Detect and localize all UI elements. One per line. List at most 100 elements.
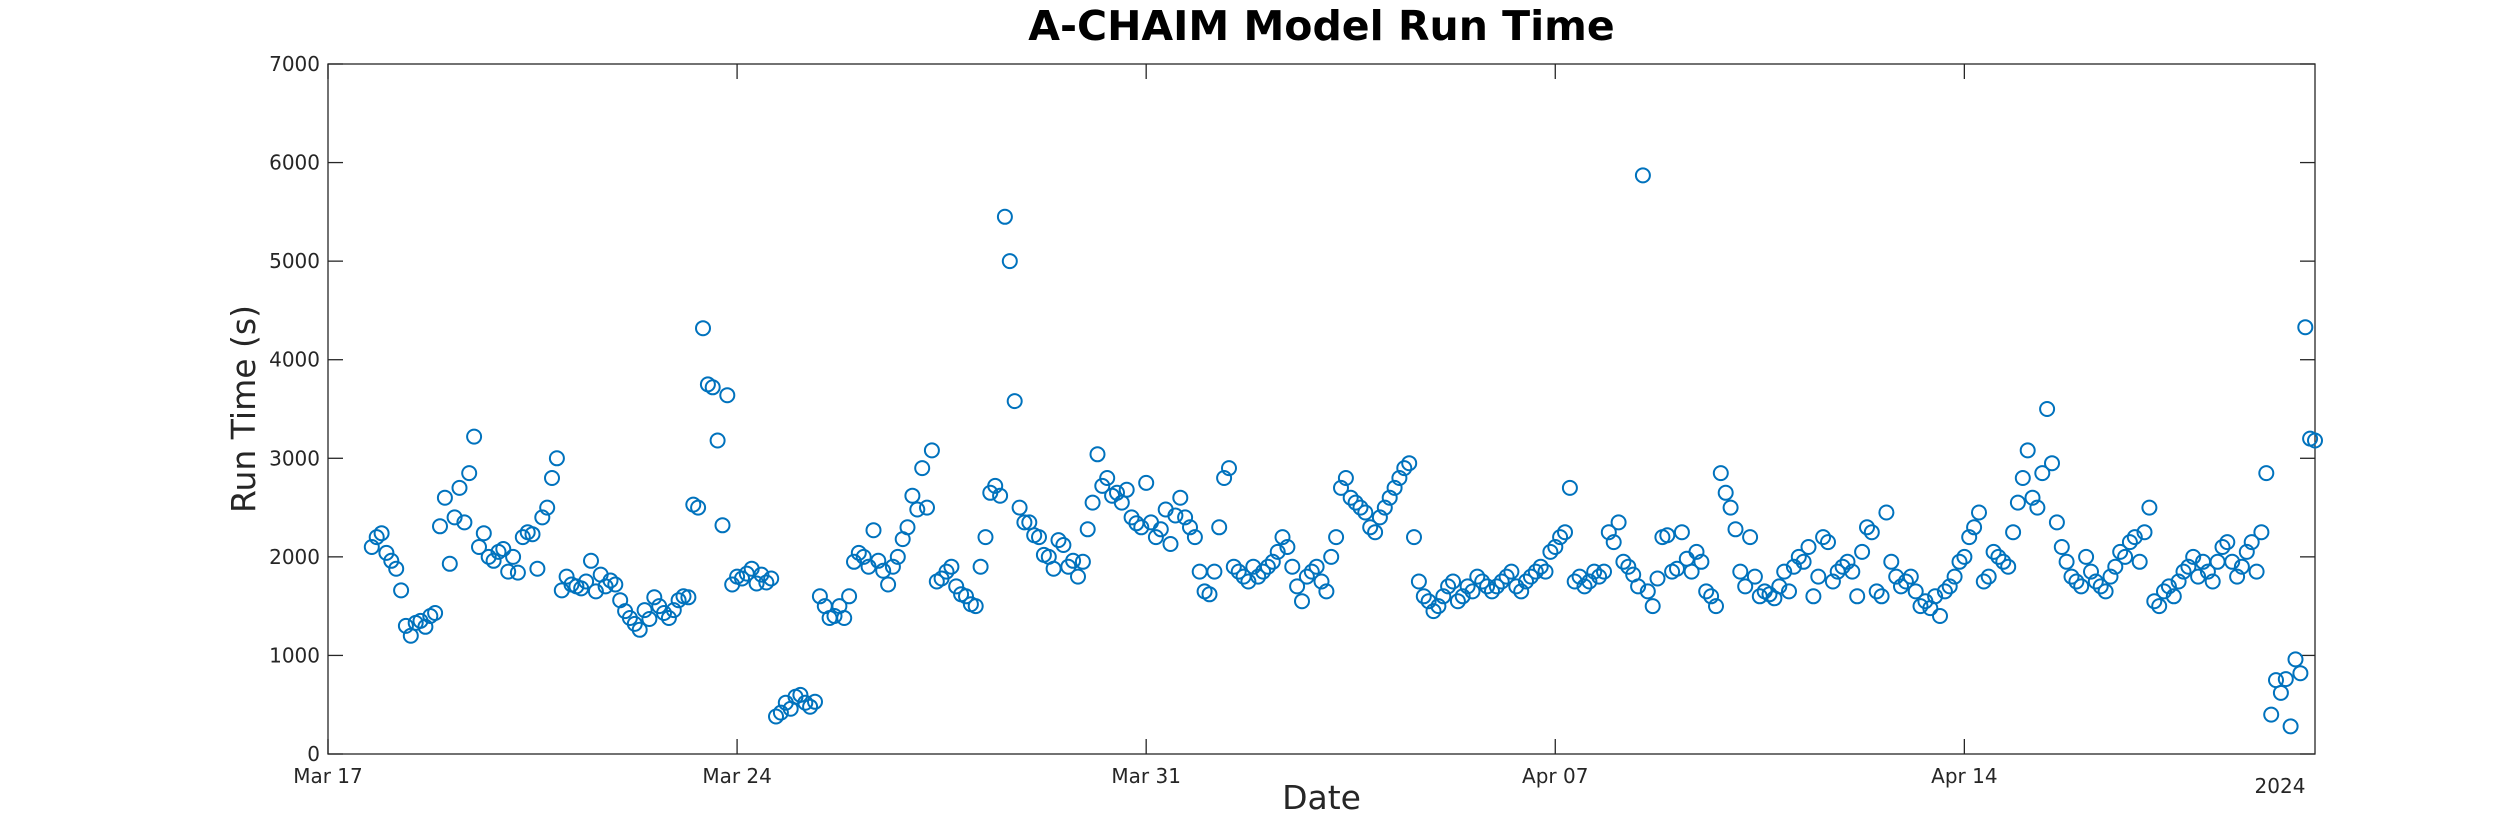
data-point	[2102, 568, 2119, 585]
data-point	[1186, 529, 1203, 546]
data-point	[2073, 578, 2090, 595]
data-point	[1532, 558, 1549, 575]
data-point	[2165, 588, 2182, 605]
data-point	[2272, 684, 2289, 701]
data-point	[1503, 563, 1520, 580]
data-point	[2117, 548, 2134, 565]
data-point	[1352, 499, 1369, 516]
data-point	[1342, 489, 1359, 506]
data-point	[2248, 563, 2265, 580]
data-point	[2224, 553, 2241, 570]
data-point	[670, 592, 687, 609]
data-point	[855, 548, 872, 565]
data-point	[792, 686, 809, 703]
data-point	[1445, 573, 1461, 590]
data-point	[529, 560, 546, 577]
data-point	[2199, 563, 2216, 580]
data-point	[514, 529, 531, 546]
data-point	[2083, 563, 2099, 580]
data-point	[2107, 558, 2124, 575]
data-point	[500, 563, 517, 580]
data-point	[1221, 460, 1237, 477]
data-point	[1693, 553, 1710, 570]
data-point	[1591, 568, 1608, 585]
data-point	[1712, 465, 1729, 482]
data-point	[1698, 583, 1715, 600]
data-point	[2005, 524, 2022, 541]
data-point	[436, 489, 453, 506]
data-point	[1722, 499, 1739, 516]
plot-area	[327, 63, 2316, 755]
data-point	[2282, 718, 2299, 735]
data-point	[1742, 529, 1759, 546]
data-point	[1264, 553, 1281, 570]
data-point	[1839, 553, 1856, 570]
data-point	[1527, 563, 1544, 580]
data-point	[2053, 539, 2070, 555]
data-point	[2048, 514, 2065, 531]
data-point	[2029, 499, 2046, 516]
data-point	[1717, 484, 1734, 501]
y-tick-label: 1000	[269, 643, 320, 667]
data-point	[485, 552, 502, 569]
y-axis: 0 1000 2000 3000 4000 5000 6000 7000	[269, 52, 2315, 766]
data-point	[1391, 470, 1408, 486]
data-point	[714, 517, 731, 534]
data-point	[690, 499, 707, 516]
data-point	[719, 387, 736, 404]
data-point	[1133, 519, 1150, 536]
data-point	[1328, 529, 1345, 546]
data-point	[636, 602, 653, 619]
x-tick-label: Mar 17	[293, 764, 363, 788]
data-point	[1347, 494, 1364, 511]
data-point	[1513, 583, 1530, 600]
data-point	[2146, 593, 2163, 610]
data-point	[992, 487, 1009, 504]
data-point	[1985, 543, 2002, 560]
data-point	[1337, 470, 1354, 486]
data-point	[748, 575, 765, 592]
data-point	[836, 610, 853, 626]
data-point	[1883, 553, 1900, 570]
data-point	[1464, 583, 1481, 600]
data-point	[1225, 558, 1242, 575]
data-point	[1415, 588, 1432, 605]
data-point	[919, 499, 935, 516]
data-point	[1425, 603, 1442, 620]
x-tick-label: Apr 14	[1931, 764, 1997, 788]
data-point	[1474, 573, 1491, 590]
data-point	[1182, 519, 1198, 536]
data-point	[1951, 553, 1968, 570]
data-point	[368, 529, 385, 546]
data-point	[1893, 578, 1909, 595]
x-axis-title: Date	[1282, 778, 1361, 817]
data-point	[802, 698, 819, 715]
data-point	[2156, 583, 2172, 600]
data-point	[641, 611, 658, 627]
data-point	[1946, 568, 1963, 585]
x-tick-label: Mar 24	[702, 764, 772, 788]
data-point	[1975, 573, 1992, 590]
data-point	[1547, 539, 1564, 555]
data-point	[2190, 568, 2207, 585]
data-point	[1435, 588, 1452, 605]
data-point	[1084, 494, 1101, 511]
data-point	[2034, 465, 2051, 482]
data-point	[602, 572, 619, 589]
data-point	[1484, 583, 1500, 600]
data-point	[363, 539, 380, 555]
data-point	[734, 570, 750, 587]
data-point	[680, 589, 697, 606]
data-point	[1031, 529, 1047, 546]
data-point	[475, 525, 492, 542]
data-point	[2263, 706, 2280, 723]
data-point	[1430, 598, 1447, 615]
data-point	[1255, 563, 1272, 580]
data-point	[2160, 578, 2177, 595]
data-point	[1298, 568, 1315, 585]
data-point	[1878, 504, 1895, 521]
data-point	[1557, 524, 1573, 541]
data-point	[811, 588, 828, 605]
data-point	[1216, 470, 1233, 486]
